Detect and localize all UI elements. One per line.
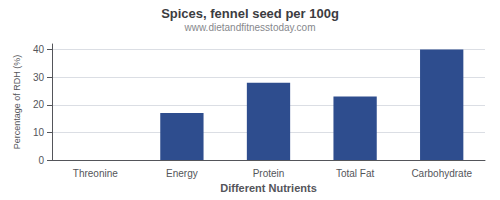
svg-text:30: 30 <box>33 72 45 83</box>
svg-text:Different Nutrients: Different Nutrients <box>220 182 317 194</box>
svg-text:Threonine: Threonine <box>73 168 118 179</box>
svg-text:Total Fat: Total Fat <box>336 168 375 179</box>
svg-text:0: 0 <box>38 155 44 166</box>
svg-text:20: 20 <box>33 99 45 110</box>
svg-text:Protein: Protein <box>253 168 285 179</box>
svg-text:40: 40 <box>33 44 45 55</box>
svg-text:Percentage of RDH (%): Percentage of RDH (%) <box>12 55 22 150</box>
svg-text:www.dietandfitnesstoday.com: www.dietandfitnesstoday.com <box>184 22 316 33</box>
svg-text:Energy: Energy <box>166 168 198 179</box>
svg-text:Spices, fennel seed per 100g: Spices, fennel seed per 100g <box>161 6 339 21</box>
svg-text:Carbohydrate: Carbohydrate <box>411 168 472 179</box>
svg-text:10: 10 <box>33 127 45 138</box>
